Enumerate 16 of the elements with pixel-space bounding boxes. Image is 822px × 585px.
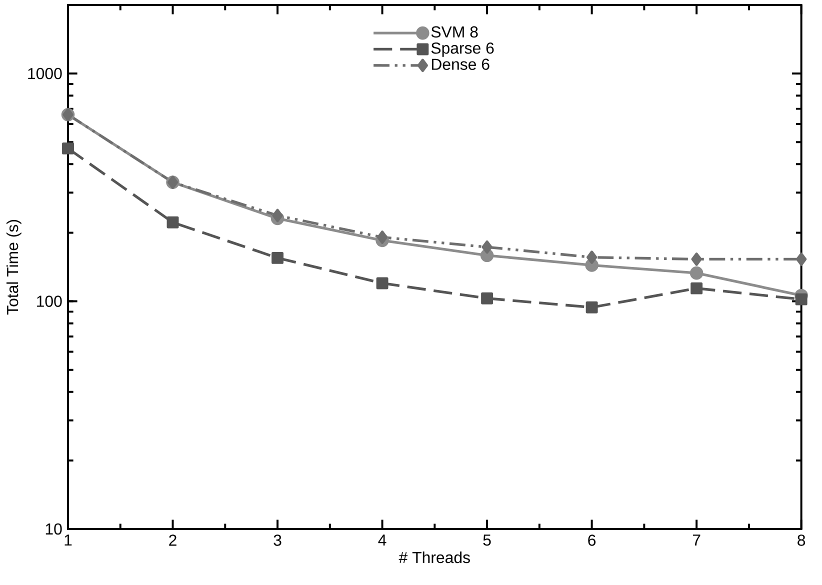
y-tick-label: 100 [37, 296, 62, 307]
x-axis-title: # Threads [398, 551, 470, 564]
y-axis-title: Total Time (s) [6, 220, 22, 315]
legend-label: SVM 8 [431, 26, 478, 38]
x-tick-label: 4 [378, 534, 386, 546]
legend-label: Dense 6 [432, 58, 490, 70]
y-tick-label: 10 [46, 523, 62, 535]
x-tick-label: 8 [798, 534, 806, 546]
y-tick-label: 1000 [28, 68, 62, 80]
x-tick-label: 1 [64, 534, 72, 546]
x-tick-label: 3 [274, 534, 282, 546]
x-tick-label: 6 [588, 534, 596, 546]
x-tick-label: 2 [169, 534, 176, 546]
legend-label: Sparse 6 [431, 42, 494, 57]
x-tick-label: 5 [483, 534, 491, 546]
x-tick-label: 7 [692, 534, 700, 546]
